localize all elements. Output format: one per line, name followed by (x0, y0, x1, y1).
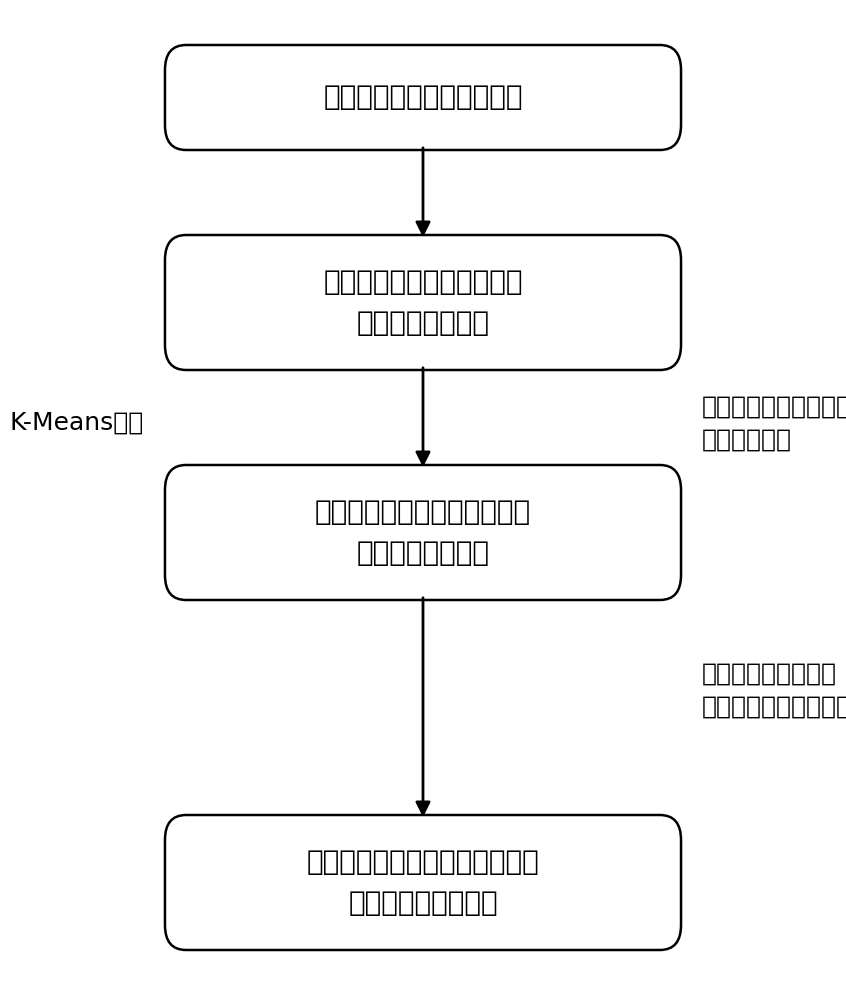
Text: 对支吊架进行振动响应测试: 对支吊架进行振动响应测试 (323, 84, 523, 111)
Text: 令基频真值数据簇的质心作为
支吊架的状态指标: 令基频真值数据簇的质心作为 支吊架的状态指标 (315, 498, 531, 567)
FancyBboxPatch shape (165, 45, 681, 150)
FancyBboxPatch shape (165, 235, 681, 370)
Text: 所监测、检测的支吊架出现性能
劣化情况，发出警报: 所监测、检测的支吊架出现性能 劣化情况，发出警报 (306, 848, 540, 917)
Text: 以离基频数据均值最近的簇
为真值数据簇: 以离基频数据均值最近的簇 为真值数据簇 (702, 394, 846, 452)
FancyBboxPatch shape (165, 815, 681, 950)
Text: 对振动信号进行频谱分析，
识别支吊架的基频: 对振动信号进行频谱分析， 识别支吊架的基频 (323, 268, 523, 337)
Text: K-Means聚类: K-Means聚类 (9, 411, 144, 435)
FancyBboxPatch shape (165, 465, 681, 600)
Text: 后期测试指标值持续
偏离完好状态时的指标值: 后期测试指标值持续 偏离完好状态时的指标值 (702, 661, 846, 719)
